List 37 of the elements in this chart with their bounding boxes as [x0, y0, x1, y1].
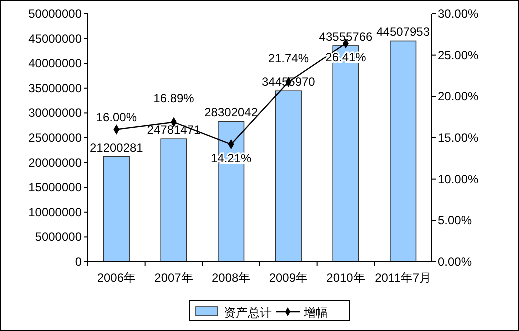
data-label: 44507953 — [376, 25, 430, 40]
y2-tick-label: 0.00% — [438, 255, 472, 269]
x-tick-label: 2010年 — [326, 271, 366, 285]
y2-tick-label: 25.00% — [438, 48, 480, 62]
bar — [275, 90, 302, 262]
x-tick-label: 2007年 — [154, 271, 194, 285]
y-tick-label: 25000000 — [28, 131, 82, 145]
data-label: 43555766 — [319, 30, 374, 44]
legend-label: 增幅 — [303, 306, 328, 320]
y-tick-label: 5000000 — [35, 230, 82, 244]
y-tick-label: 45000000 — [28, 32, 82, 46]
y2-tick-label: 10.00% — [438, 172, 480, 186]
y2-tick-label: 5.00% — [438, 214, 472, 228]
x-tick-label: 2011年7月 — [375, 271, 432, 285]
data-label: 21.74% — [268, 51, 310, 66]
y-tick-label: 20000000 — [28, 156, 82, 170]
bar — [160, 138, 188, 262]
y-tick-label: 30000000 — [28, 106, 82, 120]
y-tick-label: 40000000 — [28, 56, 82, 71]
y2-tick-label: 20.00% — [438, 90, 480, 104]
x-tick-label: 2008年 — [212, 271, 251, 285]
y-tick-label: 50000000 — [28, 7, 82, 21]
legend-label: 资产总计 — [224, 306, 272, 320]
bar — [390, 40, 417, 262]
data-label: 21200281 — [90, 140, 144, 155]
y-tick-label: 10000000 — [28, 205, 82, 220]
y2-tick-label: 30.00% — [438, 7, 480, 21]
y-tick-label: 15000000 — [28, 180, 82, 195]
data-label: 16.89% — [154, 91, 195, 106]
bar — [103, 156, 130, 262]
y-tick-label: 0 — [75, 255, 82, 269]
data-label: 28302042 — [204, 106, 258, 120]
y2-tick-label: 15.00% — [438, 131, 480, 145]
x-tick-label: 2006年 — [97, 271, 136, 285]
y-tick-label: 35000000 — [28, 81, 82, 96]
data-label: 16.00% — [96, 110, 138, 125]
x-tick-label: 2009年 — [269, 271, 308, 285]
